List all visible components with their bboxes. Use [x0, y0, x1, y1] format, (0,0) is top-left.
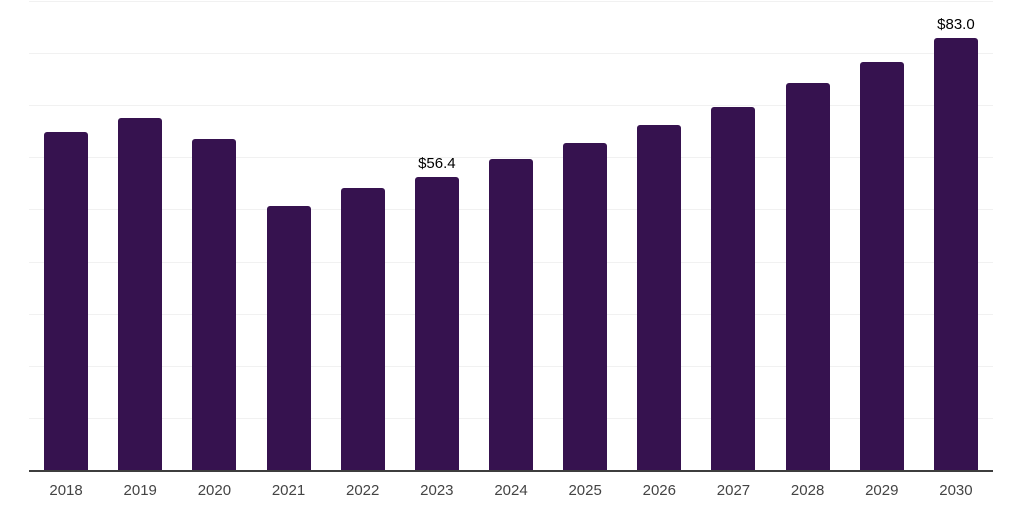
bar-2026 — [637, 125, 682, 471]
x-axis-label-2019: 2019 — [123, 482, 157, 499]
x-axis-label-2029: 2029 — [865, 482, 899, 499]
gridline — [29, 1, 993, 2]
x-axis-label-2020: 2020 — [197, 482, 232, 499]
bar-value-label-2030: $83.0 — [937, 15, 975, 33]
bar-2022 — [340, 188, 385, 471]
bar-2025 — [563, 143, 608, 471]
gridline — [29, 157, 993, 159]
x-axis-label-2026: 2026 — [642, 482, 676, 499]
bar-2024 — [489, 159, 533, 471]
gridline — [29, 53, 993, 55]
bar-2018 — [44, 132, 89, 471]
bar-2028 — [785, 83, 830, 471]
x-axis-label-2021: 2021 — [271, 482, 306, 499]
bar-2019 — [118, 118, 163, 471]
x-axis-line — [29, 469, 993, 472]
bar-2027 — [711, 106, 756, 471]
bar-value-label-2023: $56.4 — [418, 154, 456, 172]
x-axis-label-2022: 2022 — [346, 482, 380, 499]
bar-2023 — [414, 176, 459, 471]
x-axis-label-2028: 2028 — [790, 482, 825, 499]
bar-2030 — [933, 37, 978, 471]
x-axis-label-2018: 2018 — [49, 482, 83, 499]
bar-2021 — [266, 205, 311, 471]
bar-2029 — [859, 62, 904, 471]
x-axis-label-2024: 2024 — [494, 482, 528, 499]
x-axis-label-2023: 2023 — [420, 482, 454, 499]
x-axis-label-2025: 2025 — [568, 482, 602, 499]
gridline — [29, 105, 993, 107]
x-axis-label-2027: 2027 — [716, 482, 751, 499]
x-axis-label-2030: 2030 — [939, 482, 973, 499]
bar-2020 — [192, 139, 237, 471]
